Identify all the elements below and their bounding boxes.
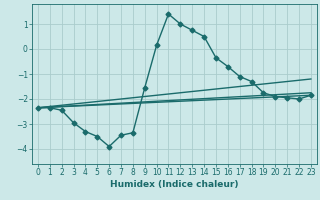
X-axis label: Humidex (Indice chaleur): Humidex (Indice chaleur) [110, 180, 239, 189]
